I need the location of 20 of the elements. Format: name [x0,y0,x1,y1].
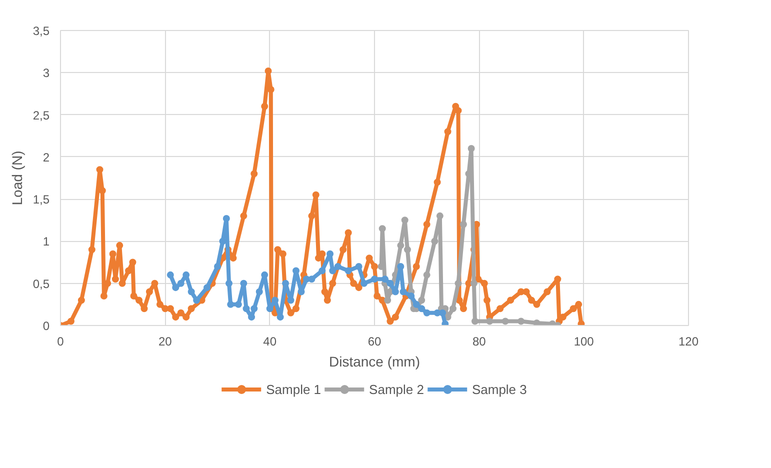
y-tick-label: 0,5 [32,276,50,291]
legend-label: Sample 1 [266,382,322,396]
x-tick-label: 0 [57,334,64,348]
x-tick-label: 100 [574,334,594,348]
y-axis-title: Load (N) [8,150,25,206]
x-tick-label: 40 [263,334,277,348]
y-tick-label: 1 [42,234,50,249]
x-tick-label: 120 [678,334,699,348]
x-tick-label: 60 [368,334,382,348]
x-tick-label: 80 [472,334,486,348]
x-tick-label: 20 [158,334,172,348]
y-tick-label: 1,5 [32,192,50,207]
legend-label: Sample 2 [369,382,424,396]
y-tick-label: 3 [42,66,50,80]
legend-label: Sample 3 [472,382,527,396]
x-axis-title: Distance (mm) [328,354,420,370]
y-tick-label: 0 [42,319,50,333]
y-tick-label: 2 [42,150,50,164]
y-tick-label: 2,5 [32,108,50,122]
y-tick-label: 3,5 [32,24,50,38]
